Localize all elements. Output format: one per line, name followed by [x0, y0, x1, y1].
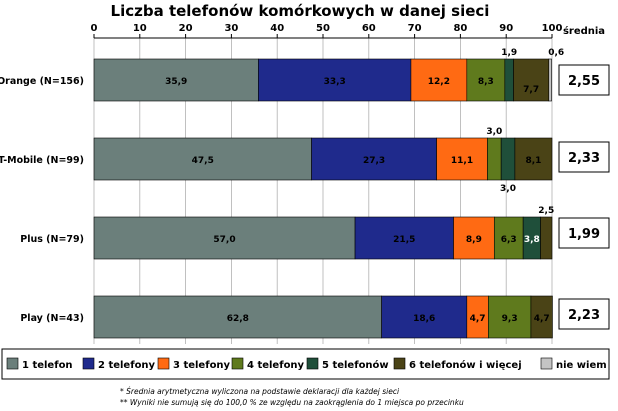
average-box [558, 141, 610, 173]
bar-segment [530, 295, 553, 339]
bar-value-label: 2,5 [538, 206, 554, 216]
average-box [558, 298, 610, 330]
bar-value-label: 33,3 [324, 77, 346, 87]
legend-swatch [82, 357, 95, 370]
bar-value-label: 4,7 [470, 314, 486, 324]
average-column-header: średnia [563, 25, 605, 37]
bar-value-label: 35,9 [165, 77, 187, 87]
legend-label: 1 telefon [22, 360, 73, 371]
bar-segment [453, 216, 495, 260]
bar-value-label: 7,7 [523, 85, 539, 95]
bar-value-label: 18,6 [413, 314, 435, 324]
bar-segment [513, 58, 550, 102]
bar-value-label: 62,8 [227, 314, 249, 324]
bar-segment [487, 137, 502, 181]
bar-segment [436, 137, 488, 181]
legend-label: 2 telefony [98, 360, 156, 371]
bar-value-label: 12,2 [428, 77, 450, 87]
bar-segment [466, 58, 506, 102]
category-label: T-Mobile (N=99) [0, 155, 84, 166]
bar-segment [548, 58, 552, 102]
legend-label: 4 telefony [247, 360, 305, 371]
bar-value-label: 47,5 [192, 156, 214, 166]
bar-value-label: 8,9 [466, 235, 482, 245]
bar-segment [258, 58, 412, 102]
legend-swatch [540, 357, 553, 370]
bar-segment [93, 295, 382, 339]
x-tick-label: 40 [270, 23, 284, 34]
bar-segment [410, 58, 468, 102]
bar-value-label: 9,3 [502, 314, 518, 324]
footnote-2: ** Wyniki nie sumują się do 100,0 % ze w… [120, 398, 464, 407]
average-value: 1,99 [568, 227, 600, 242]
x-tick-label: 70 [408, 23, 422, 34]
x-tick-label: 60 [362, 23, 376, 34]
bar-segment [93, 137, 312, 181]
bar-value-label: 8,1 [525, 156, 541, 166]
average-value: 2,55 [568, 74, 600, 89]
x-tick-label: 90 [499, 23, 513, 34]
x-tick-label: 30 [224, 23, 238, 34]
average-value: 2,33 [568, 151, 600, 166]
legend-swatch [157, 357, 170, 370]
bar-value-label: 3,0 [500, 184, 516, 194]
x-tick-label: 10 [133, 23, 147, 34]
x-tick-label: 80 [453, 23, 467, 34]
x-axis: 0 10 20 30 40 50 60 70 80 90 100 [91, 23, 563, 39]
average-value: 2,23 [568, 308, 600, 323]
legend-box [1, 348, 610, 380]
bar-value-label: 0,6 [548, 48, 564, 58]
bar-segment [93, 58, 259, 102]
bar-value-label: 11,1 [451, 156, 473, 166]
legend-label: 3 telefony [173, 360, 231, 371]
bar-segment [381, 295, 468, 339]
average-box [558, 64, 610, 96]
bar-value-label: 21,5 [393, 235, 415, 245]
category-label: Orange (N=156) [0, 76, 84, 87]
bar-value-label: 6,3 [501, 235, 517, 245]
legend-swatch [231, 357, 244, 370]
category-label: Play (N=43) [20, 313, 84, 324]
bar-segment [493, 216, 524, 260]
x-tick-label: 100 [542, 23, 563, 34]
legend-swatch [306, 357, 319, 370]
bar-segment [311, 137, 437, 181]
bar-segment [514, 137, 553, 181]
chart-title: Liczba telefonów komórkowych w danej sie… [111, 2, 490, 20]
x-tick-label: 20 [179, 23, 193, 34]
bar-value-label: 4,7 [534, 314, 550, 324]
bar-segment [93, 216, 356, 260]
bar-value-label: 3,8 [524, 235, 540, 245]
x-tick-label: 0 [91, 23, 98, 34]
bar-value-label: 1,9 [501, 48, 517, 58]
legend-label: 5 telefonów [322, 359, 389, 371]
x-tick-label: 50 [316, 23, 330, 34]
legend-label: 6 telefonów i więcej [409, 359, 522, 371]
footnote-1: * Średnia arytmetyczna wyliczona na pods… [120, 387, 400, 396]
average-box [558, 217, 610, 249]
category-label: Plus (N=79) [20, 234, 84, 245]
bar-value-label: 57,0 [213, 235, 235, 245]
bar-value-label: 8,3 [478, 77, 494, 87]
bar-segment [500, 137, 516, 181]
bar-value-label: 27,3 [363, 156, 385, 166]
bars-group: 35,9 33,3 12,2 8,3 1,9 7,7 0,6 47,5 27,3 11,1 3,0 3… [93, 48, 564, 339]
category-labels: Orange (N=156) T-Mobile (N=99) Plus (N=79)… [0, 76, 84, 324]
bar-segment [354, 216, 454, 260]
bar-segment [488, 295, 532, 339]
legend-swatch [6, 357, 19, 370]
bar-segment [504, 58, 514, 102]
average-boxes: 2,55 2,33 1,99 2,23 [558, 64, 610, 330]
legend-swatch [393, 357, 406, 370]
bar-value-label: 3,0 [486, 127, 502, 137]
legend-label: nie wiem [556, 360, 607, 371]
bar-segment [540, 216, 553, 260]
legend: 1 telefon 2 telefony 3 telefony 4 telefony 5… [1, 348, 610, 380]
